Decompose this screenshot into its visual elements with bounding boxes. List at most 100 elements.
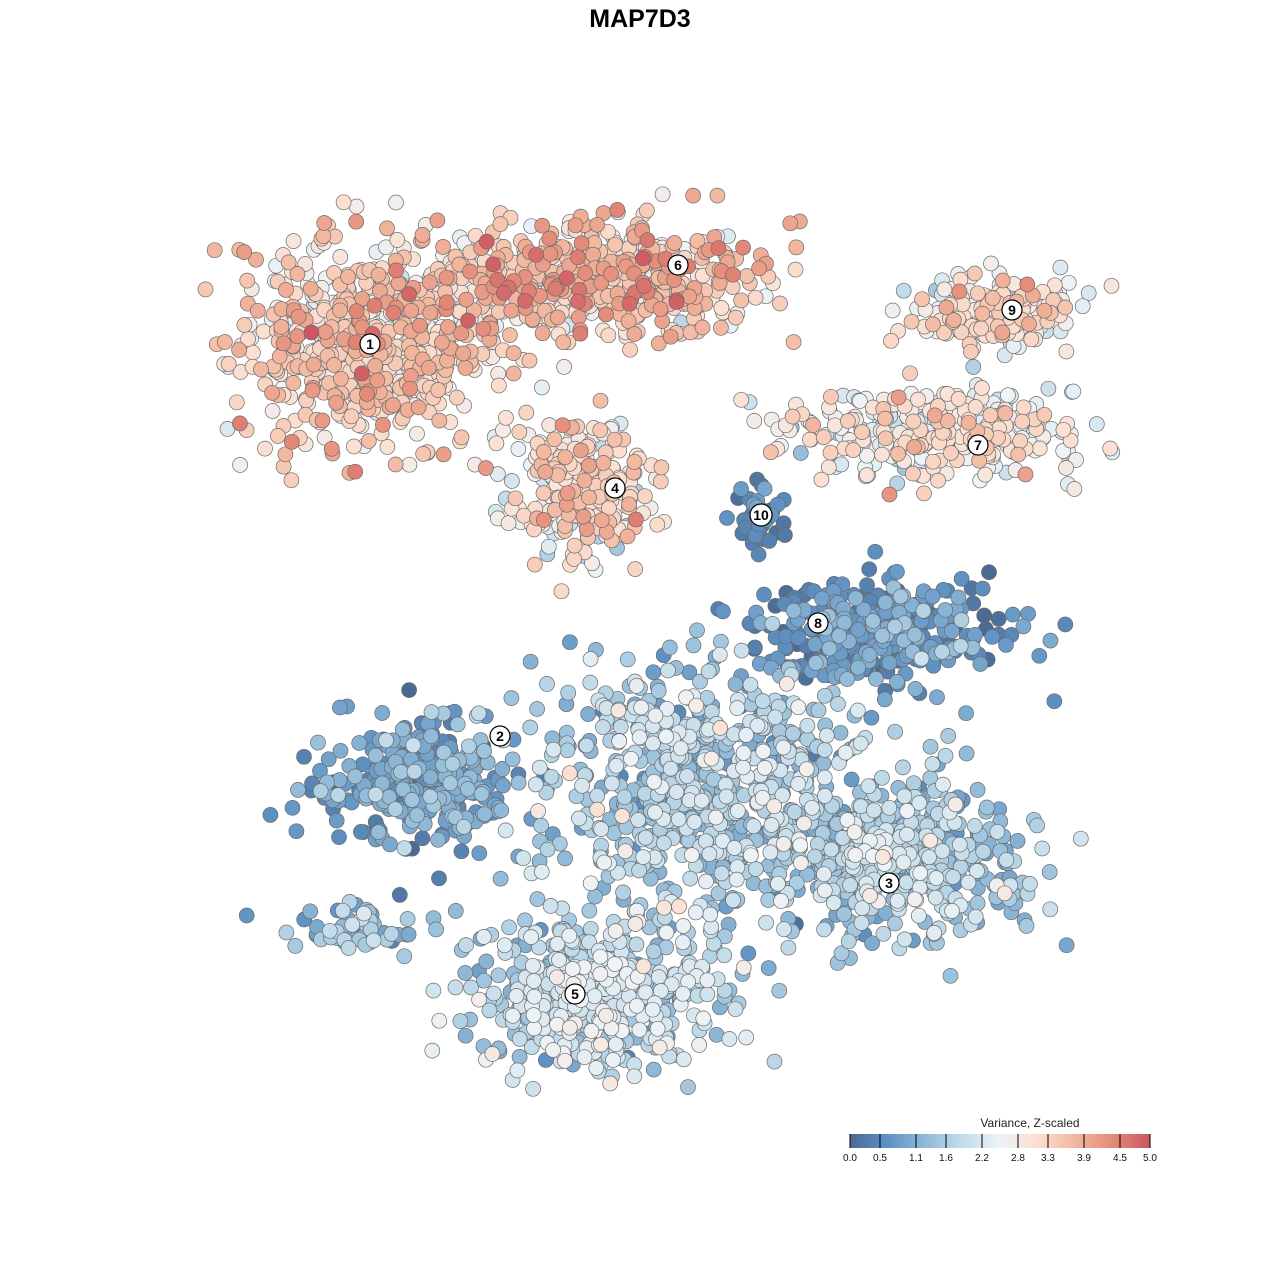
cell-point <box>369 372 386 389</box>
legend-tick-label: 2.8 <box>1011 1153 1025 1164</box>
cell-point <box>977 466 994 483</box>
cell-point <box>370 266 387 283</box>
cell-point <box>636 277 652 294</box>
cell-point <box>750 546 767 563</box>
cell-point <box>614 808 631 824</box>
cell-point <box>798 761 815 778</box>
cell-point <box>726 840 743 856</box>
cell-point <box>561 927 578 944</box>
cluster-label-5: 5 <box>564 983 586 1005</box>
cell-point <box>859 467 875 483</box>
cell-point <box>554 417 571 434</box>
cell-point <box>974 305 991 322</box>
cell-point <box>889 892 906 909</box>
cell-point <box>430 831 446 848</box>
svg-text:8: 8 <box>814 615 822 631</box>
cell-point <box>974 380 990 396</box>
cell-point <box>321 922 338 939</box>
cell-point <box>572 325 589 342</box>
cell-point <box>934 843 951 859</box>
cell-point <box>973 320 989 337</box>
svg-text:7: 7 <box>974 437 982 453</box>
cell-point <box>925 316 941 333</box>
cell-point <box>593 512 610 528</box>
cluster-label-9: 9 <box>1001 299 1023 321</box>
cell-point <box>1060 274 1077 291</box>
cell-point <box>410 399 427 416</box>
cell-point <box>649 516 666 533</box>
cell-point <box>541 230 558 247</box>
cell-point <box>997 405 1014 422</box>
cell-point <box>729 700 746 716</box>
cell-point <box>843 771 860 788</box>
cell-point <box>616 789 633 806</box>
cell-point <box>581 457 597 474</box>
cell-point <box>367 747 384 764</box>
cell-point <box>435 744 452 761</box>
cell-point <box>953 570 970 587</box>
cell-point <box>310 734 326 751</box>
cell-point <box>535 444 552 460</box>
cell-point <box>539 841 556 858</box>
cell-point <box>810 702 827 719</box>
cell-point <box>790 630 807 646</box>
cell-point <box>896 788 913 805</box>
cell-point <box>755 743 772 760</box>
cell-point <box>463 979 479 996</box>
cell-point <box>855 601 872 618</box>
cell-point <box>966 818 983 834</box>
cell-point <box>312 783 329 799</box>
cell-point <box>813 471 830 488</box>
cell-point <box>745 818 762 835</box>
cell-point <box>508 988 525 1004</box>
cell-point <box>937 602 954 618</box>
cell-point <box>430 382 447 398</box>
cell-point <box>507 490 524 507</box>
cell-point <box>852 735 869 752</box>
cell-point <box>458 291 475 308</box>
cell-point <box>701 846 718 862</box>
cell-point <box>587 888 603 905</box>
cell-point <box>236 317 253 333</box>
cell-point <box>906 891 923 908</box>
cell-point <box>700 663 717 680</box>
cell-point <box>771 982 788 999</box>
cell-point <box>688 697 705 714</box>
cell-point <box>394 721 411 738</box>
cell-point <box>631 1021 648 1038</box>
cell-point <box>414 227 431 243</box>
cell-point <box>470 705 487 722</box>
cell-point <box>511 424 528 440</box>
cell-point <box>332 742 349 759</box>
cell-point <box>471 991 487 1008</box>
cell-point <box>652 301 669 317</box>
cell-point <box>405 737 422 754</box>
cell-point <box>816 882 833 899</box>
cell-point <box>738 1029 755 1046</box>
cell-point <box>788 874 805 891</box>
cell-point <box>630 812 647 828</box>
svg-text:6: 6 <box>674 257 682 273</box>
cell-point <box>679 768 695 785</box>
cell-point <box>571 810 587 827</box>
cell-point <box>646 773 662 790</box>
cell-point <box>895 759 911 776</box>
cell-point <box>581 902 598 919</box>
cell-point <box>889 563 905 580</box>
cell-point <box>460 312 476 329</box>
cell-point <box>575 508 592 525</box>
cell-point <box>573 235 590 252</box>
cell-point <box>478 233 495 250</box>
cell-point <box>598 306 614 323</box>
cell-point <box>582 651 599 667</box>
cell-point <box>953 612 970 628</box>
cell-point <box>581 489 597 506</box>
cell-point <box>459 781 476 797</box>
cell-point <box>612 719 629 735</box>
cell-point <box>370 824 387 841</box>
cell-point <box>836 906 852 923</box>
cell-point <box>967 399 984 415</box>
cell-point <box>1042 632 1059 649</box>
cell-point <box>807 655 824 671</box>
cell-point <box>937 747 954 764</box>
